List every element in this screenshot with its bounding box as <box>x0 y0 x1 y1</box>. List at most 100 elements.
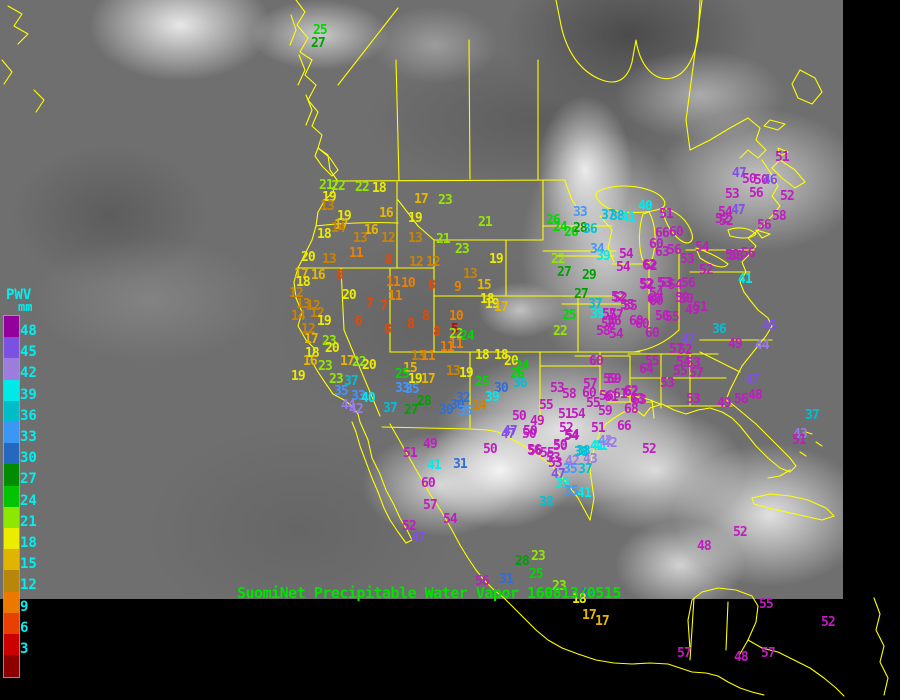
station-value: 23 <box>329 372 344 387</box>
station-value: 12 <box>306 299 321 314</box>
lake-michigan <box>638 211 656 264</box>
station-value: 29 <box>582 268 597 283</box>
station-value: 60 <box>635 317 650 332</box>
station-value: 20 <box>342 288 357 303</box>
station-value: 58 <box>562 387 577 402</box>
station-value: 53 <box>725 187 740 202</box>
station-value: 46 <box>763 173 778 188</box>
station-value: 13 <box>408 231 423 246</box>
station-value: 22 <box>551 252 566 267</box>
legend-swatch <box>4 591 19 614</box>
legend-label: 12 <box>20 577 37 594</box>
station-value: 28 <box>417 394 432 409</box>
station-value: 17 <box>582 608 597 623</box>
station-value: 58 <box>596 324 611 339</box>
legend-swatch <box>4 570 19 593</box>
station-value: 55 <box>586 396 601 411</box>
station-value: 50 <box>679 292 694 307</box>
station-value: 22 <box>449 327 464 342</box>
station-value: 25 <box>529 567 544 582</box>
station-value: 47 <box>731 203 746 218</box>
station-value: 16 <box>364 223 379 238</box>
station-value: 25 <box>313 23 328 38</box>
station-value: 30 <box>450 398 465 413</box>
station-value: 24 <box>553 220 568 235</box>
station-value: 60 <box>629 314 644 329</box>
station-value: 55 <box>539 398 554 413</box>
station-value: 56 <box>667 243 682 258</box>
station-value: 53 <box>686 356 701 371</box>
station-value: 11 <box>421 349 436 364</box>
legend-swatch <box>4 379 19 402</box>
station-value: 33 <box>573 205 588 220</box>
legend-label: 30 <box>20 450 37 467</box>
station-value: 12 <box>409 255 424 270</box>
station-value: 50 <box>523 424 538 439</box>
station-value: 62 <box>624 385 639 400</box>
station-value: 23 <box>455 242 470 257</box>
station-value: 16 <box>379 206 394 221</box>
station-value: 30 <box>494 381 509 396</box>
station-value: 14 <box>472 398 487 413</box>
station-value: 39 <box>596 249 611 264</box>
station-value: 56 <box>607 314 622 329</box>
legend-color-scale <box>3 315 20 678</box>
legend-swatch <box>4 506 19 529</box>
station-value: 55 <box>540 446 555 461</box>
station-value: 17 <box>340 354 355 369</box>
station-value: 54 <box>609 327 624 342</box>
station-value: 57 <box>602 307 617 322</box>
legend-label: 48 <box>20 323 37 339</box>
legend-title: PWV <box>6 287 32 303</box>
station-value: 49 <box>728 337 743 352</box>
station-value: 60 <box>589 354 604 369</box>
station-value: 57 <box>761 646 776 661</box>
station-value: 7 <box>380 299 388 314</box>
station-value: 17 <box>334 218 349 233</box>
station-value: 33 <box>395 381 410 396</box>
station-value: 59 <box>607 372 622 387</box>
station-value: 12 <box>289 286 304 301</box>
station-value: 52 <box>678 343 693 358</box>
legend-label: 45 <box>20 344 37 361</box>
station-value: 25 <box>395 367 410 382</box>
station-value: 58 <box>729 249 744 264</box>
station-value: 63 <box>655 245 670 260</box>
station-value: 8 <box>384 322 392 337</box>
station-value: 66 <box>617 419 632 434</box>
station-value: 38 <box>576 444 591 459</box>
station-value: 47 <box>503 424 518 439</box>
coast-central-america <box>747 639 845 697</box>
station-value: 8 <box>428 278 436 293</box>
station-value: 19 <box>408 372 423 387</box>
station-value: 22 <box>352 355 367 370</box>
station-value: 50 <box>754 173 769 188</box>
station-value: 55 <box>665 310 680 325</box>
station-value: 60 <box>649 237 664 252</box>
legend-swatch <box>4 316 19 338</box>
legend-swatch <box>4 464 19 487</box>
station-value: 50 <box>522 427 537 442</box>
station-value: 52 <box>613 291 628 306</box>
station-value: 21 <box>436 232 451 247</box>
station-value: 45 <box>762 319 777 334</box>
station-value: 11 <box>388 289 403 304</box>
station-value: 41 <box>621 210 636 225</box>
station-value: 19 <box>317 314 332 329</box>
legend-label: 18 <box>20 535 37 551</box>
station-value: 23 <box>552 579 567 594</box>
station-value: 12 <box>301 322 316 337</box>
station-value: 36 <box>712 322 727 337</box>
station-value: 54 <box>571 407 586 422</box>
station-value: 8 <box>422 309 430 324</box>
station-value: 20 <box>301 250 316 265</box>
station-value: 54 <box>443 512 458 527</box>
station-value: 57 <box>689 366 704 381</box>
station-value: 42 <box>603 436 618 451</box>
station-value: 25 <box>562 308 577 323</box>
station-value: 28 <box>515 554 530 569</box>
legend-swatch <box>4 528 19 550</box>
station-value: 59 <box>603 372 618 387</box>
station-value: 50 <box>553 439 568 454</box>
station-value: 15 <box>403 361 418 376</box>
